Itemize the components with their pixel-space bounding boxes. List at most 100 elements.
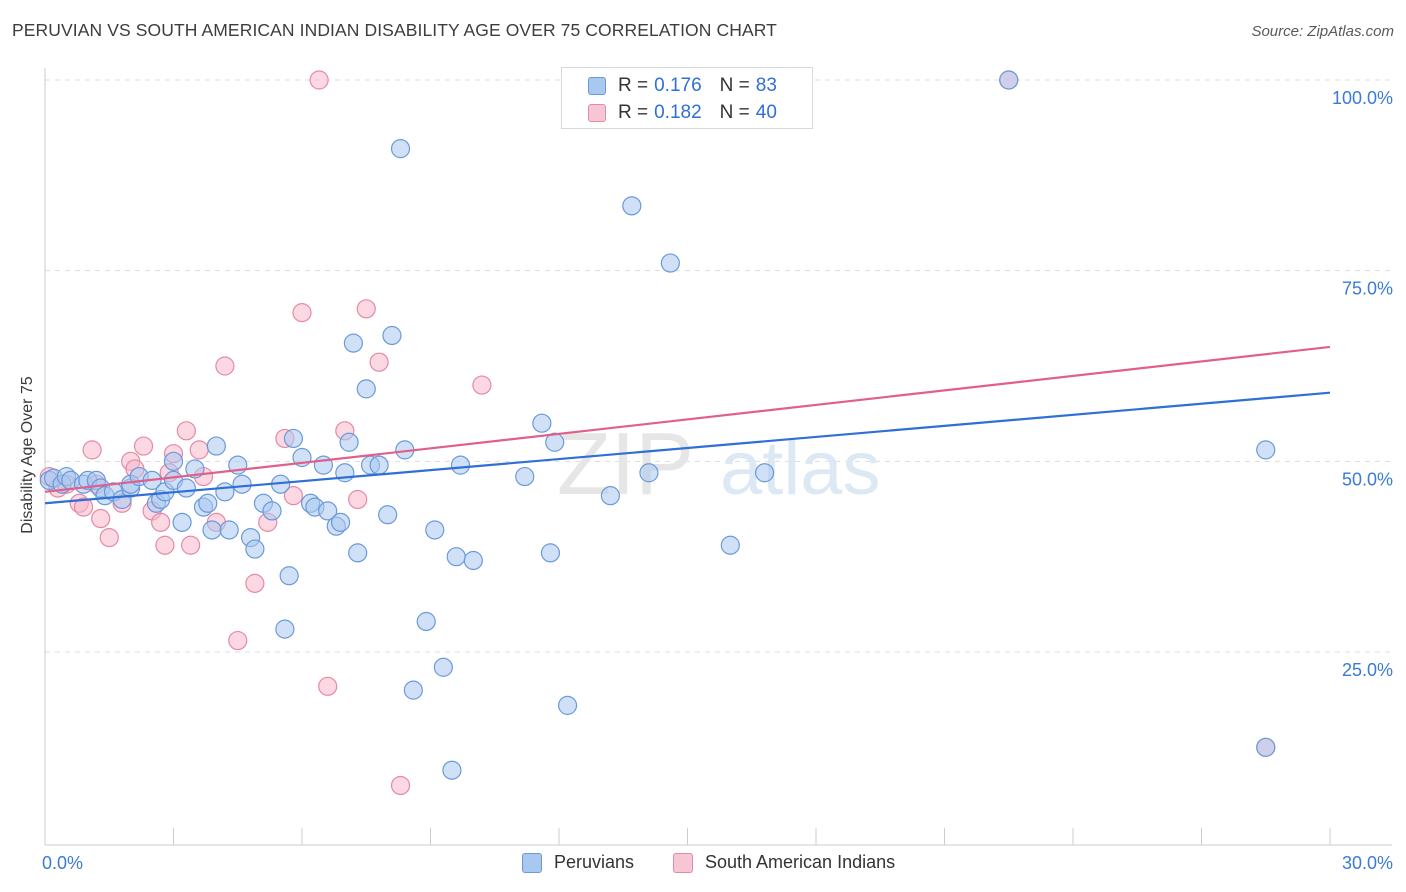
data-point-peruvians [1256,737,1276,757]
data-point-south-american-indians [245,573,265,593]
data-point-peruvians [318,501,338,521]
legend-label: South American Indians [705,852,896,872]
data-point-south-american-indians [181,535,201,555]
data-point-south-american-indians [318,676,338,696]
data-point-south-american-indians [283,486,304,506]
n-label: N = [719,102,750,123]
data-point-peruvians [330,512,351,532]
grid-lines [45,79,1392,653]
data-point-peruvians [176,478,196,498]
data-point-south-american-indians [348,489,368,510]
data-point-peruvians [279,566,299,586]
data-point-peruvians [219,520,239,540]
r-value: 0.182 [654,102,702,123]
legend-item-south-american-indians[interactable]: South American Indians [673,852,895,873]
data-point-south-american-indians [73,497,94,517]
axes [44,68,1392,846]
legend-swatch-blue [588,77,606,95]
y-tick-label: 75.0% [1342,279,1393,299]
series-legend: Peruvians South American Indians [0,852,1406,876]
data-point-peruvians [275,619,295,639]
data-point-peruvians [245,539,265,559]
data-point-peruvians [450,455,471,475]
data-point-peruvians [425,520,445,540]
data-point-peruvians [442,760,462,780]
data-point-peruvians [639,463,659,483]
data-point-south-american-indians [189,440,209,460]
data-point-peruvians [463,550,483,571]
data-point-peruvians [532,413,552,433]
data-point-peruvians [232,474,252,494]
data-point-south-american-indians [228,630,248,651]
data-point-peruvians [369,455,389,475]
watermark-zip: ZIP [557,414,694,513]
legend-label: Peruvians [554,852,635,872]
data-point-peruvians [1256,440,1276,460]
trend-line-peruvians [44,391,1331,505]
x-tick-label: 0.0% [42,853,83,873]
data-point-peruvians [416,611,436,632]
trend-line-south-american-indians [44,345,1331,493]
data-point-peruvians [262,501,282,521]
data-point-peruvians [343,333,363,353]
watermark-atlas: atlas [720,426,881,511]
data-point-peruvians [557,695,578,715]
data-point-peruvians [622,196,642,216]
data-point-peruvians [433,657,453,677]
data-point-peruvians [754,463,775,483]
data-point-peruvians [446,547,466,567]
data-point-south-american-indians [309,70,329,90]
data-point-peruvians [356,379,376,399]
chart-title: PERUVIAN VS SOUTH AMERICAN INDIAN DISABI… [12,20,777,40]
trend-lines [44,345,1331,505]
data-point-peruvians [348,543,368,563]
data-point-south-american-indians [356,299,376,319]
data-point-peruvians [215,482,235,502]
legend-row-south-american-indians: R = 0.182 N = 40 [588,101,777,125]
data-point-peruvians [720,535,740,555]
legend-swatch-pink [673,852,693,873]
data-point-peruvians [378,505,398,525]
data-point-south-american-indians [99,527,119,548]
data-point-peruvians [515,466,535,487]
data-point-south-american-indians [155,535,175,555]
data-point-peruvians [382,325,402,346]
legend-swatch-pink [588,104,606,122]
n-label: N = [719,75,750,96]
chart-source: Source: ZipAtlas.com [1251,23,1394,40]
legend-row-peruvians: R = 0.176 N = 83 [588,74,777,98]
legend-swatch-blue [522,852,542,873]
data-point-south-american-indians [390,775,411,796]
data-point-peruvians [172,512,192,532]
data-point-peruvians [390,139,411,159]
data-point-peruvians [540,543,561,563]
data-point-peruvians [339,432,359,452]
data-point-peruvians [999,70,1019,90]
data-point-peruvians [283,428,304,449]
data-point-peruvians [163,451,184,471]
data-point-south-american-indians [215,356,235,376]
r-value: 0.176 [654,75,702,96]
r-label: R = [618,102,649,123]
y-tick-label: 100.0% [1332,88,1393,108]
y-tick-label: 25.0% [1342,660,1393,680]
data-point-south-american-indians [133,436,154,456]
data-point-south-american-indians [369,352,389,372]
data-point-peruvians [600,486,621,506]
x-tick-label: 30.0% [1342,853,1393,873]
data-point-peruvians [202,520,222,540]
data-point-peruvians [198,493,218,513]
legend-item-peruvians[interactable]: Peruvians [522,852,634,873]
data-point-south-american-indians [176,421,196,441]
correlation-legend: R = 0.176 N = 83 R = 0.182 N = 40 [561,67,813,129]
n-value: 83 [755,75,777,96]
r-label: R = [618,75,649,96]
data-point-south-american-indians [82,440,102,460]
data-point-south-american-indians [91,508,111,529]
n-value: 40 [755,102,777,123]
data-point-peruvians [660,253,680,273]
data-point-peruvians [403,680,423,700]
data-point-south-american-indians [472,375,492,395]
data-point-south-american-indians [292,303,312,323]
